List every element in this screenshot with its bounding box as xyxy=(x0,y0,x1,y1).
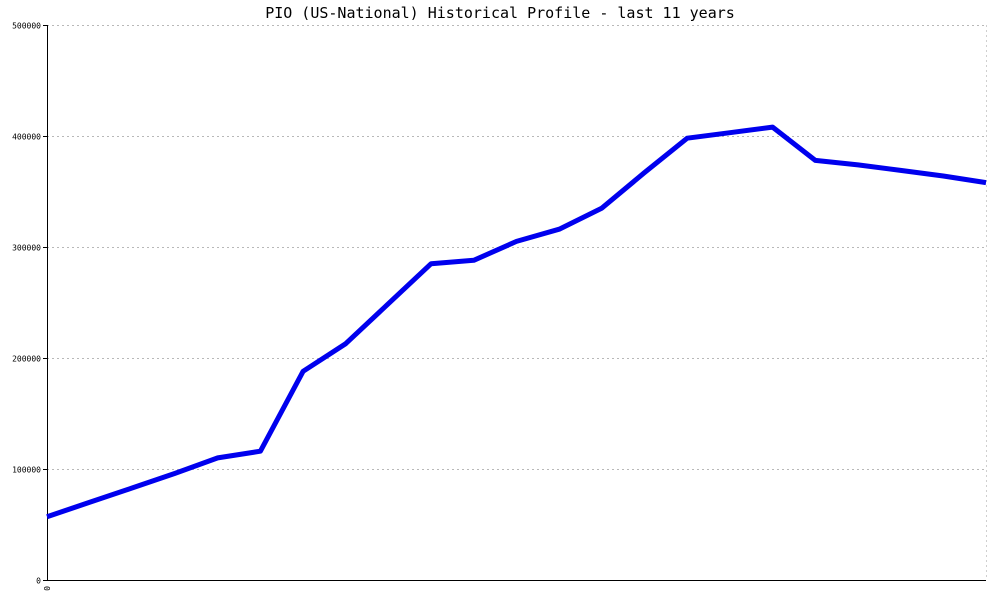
chart-title: PIO (US-National) Historical Profile - l… xyxy=(265,4,735,22)
y-tick-label: 0 xyxy=(36,577,41,586)
series-line xyxy=(46,124,987,520)
x-tick-labels: 0 xyxy=(42,586,51,591)
y-tick-labels: 0 100000 200000 300000 400000 500000 xyxy=(12,22,47,586)
y-tick-label: 200000 xyxy=(12,355,41,364)
x-tick-label: 0 xyxy=(42,586,51,591)
series-layer xyxy=(46,124,987,520)
y-tick-label: 300000 xyxy=(12,244,41,253)
y-tick-label: 100000 xyxy=(12,466,41,475)
y-tick-label: 400000 xyxy=(12,133,41,142)
axes xyxy=(47,25,986,581)
y-tick-label: 500000 xyxy=(12,22,41,31)
grid-lines xyxy=(47,25,987,580)
